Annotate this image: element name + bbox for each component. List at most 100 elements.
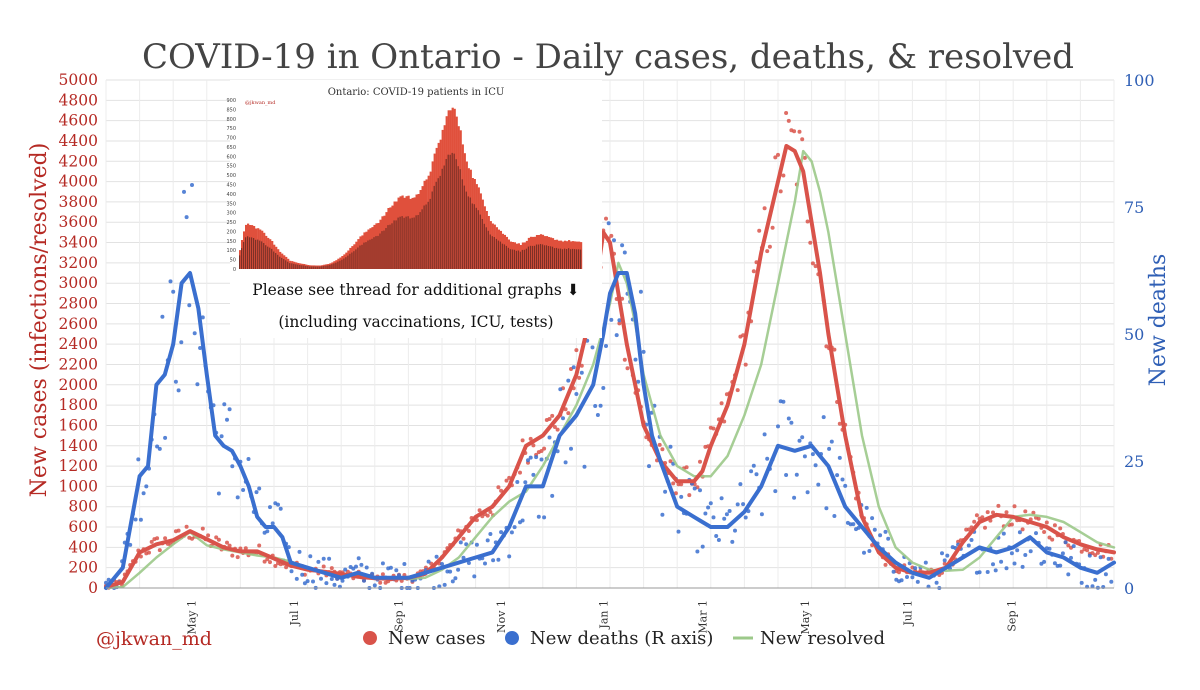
death-point [668, 444, 673, 449]
death-point [802, 454, 807, 459]
inset-bar-inner [325, 265, 327, 269]
y-tick-left: 2000 [59, 376, 98, 394]
death-point [558, 387, 563, 392]
death-point [160, 314, 165, 319]
death-point [192, 331, 197, 336]
case-point [996, 503, 1001, 508]
death-point [515, 480, 520, 484]
x-tick-label: Jul 1 [288, 600, 301, 627]
death-point [563, 460, 568, 465]
death-point [590, 345, 595, 350]
death-point [450, 579, 455, 584]
inset-bar-inner [467, 196, 469, 269]
y-tick-right: 75 [1124, 198, 1144, 217]
inset-bar-inner [413, 217, 415, 269]
y-tick-left: 2200 [59, 355, 98, 373]
inset-y-tick: 450 [226, 183, 236, 189]
inset-bar-inner [335, 262, 337, 269]
case-point [1047, 535, 1052, 540]
inset-bar-inner [329, 264, 331, 269]
case-point [206, 533, 211, 538]
death-point [797, 438, 802, 443]
case-point [200, 526, 205, 531]
case-point [617, 321, 622, 326]
inset-bar-inner [243, 242, 245, 269]
inset-bar-inner [337, 261, 339, 269]
death-point [1001, 531, 1006, 536]
death-point [579, 370, 584, 375]
case-point [542, 446, 547, 451]
inset-y-tick: 550 [226, 164, 236, 170]
death-point [851, 522, 856, 527]
y-tick-left: 4000 [59, 173, 98, 191]
scatter-new-deaths [104, 183, 1114, 590]
death-point [235, 495, 240, 500]
y-tick-left: 5000 [59, 71, 98, 89]
inset-bar-inner [507, 247, 510, 269]
inset-bar-inner [293, 263, 295, 269]
chart-title: COVID-19 in Ontario - Daily cases, death… [142, 37, 1074, 77]
death-point [472, 574, 477, 579]
death-point [257, 486, 262, 491]
death-point [899, 578, 904, 583]
death-point [617, 318, 622, 323]
case-point [985, 510, 990, 515]
death-point [329, 577, 334, 581]
x-tick-label: Sep 1 [1006, 600, 1019, 632]
death-point [759, 512, 764, 517]
line-new-cases [104, 144, 1116, 589]
case-point [574, 348, 579, 353]
inset-handle: @jkwan_md [245, 99, 276, 106]
death-point [394, 568, 399, 573]
thread-note-detail: (including vaccinations, ICU, tests) [278, 313, 553, 331]
death-point [354, 564, 358, 569]
death-point [528, 455, 533, 460]
death-point [638, 289, 643, 294]
inset-bar-inner [405, 216, 407, 269]
death-point [1028, 549, 1033, 554]
case-point [504, 478, 509, 483]
inset-bar-inner [419, 212, 421, 269]
death-point [483, 561, 487, 566]
death-point [453, 576, 458, 581]
inset-bar-inner [555, 247, 558, 269]
case-point [1020, 527, 1025, 532]
inset-bar-inner [315, 266, 317, 269]
death-point [913, 566, 918, 571]
death-point [636, 379, 641, 384]
death-point [491, 558, 496, 563]
death-point [163, 435, 168, 440]
death-point [542, 515, 547, 520]
inset-y-tick: 700 [226, 136, 236, 142]
death-point [523, 480, 528, 485]
inset-bar-inner [375, 236, 377, 269]
death-point [343, 567, 348, 572]
inset-y-tick: 900 [226, 98, 236, 104]
inset-bar-inner [305, 265, 307, 269]
death-point [388, 565, 393, 570]
case-point [1036, 516, 1041, 521]
inset-bar-inner [435, 181, 437, 269]
case-point [657, 442, 662, 447]
x-tick-label: Nov 1 [495, 600, 508, 633]
death-point [324, 581, 329, 586]
death-point [722, 516, 727, 521]
inset-bar-inner [281, 257, 283, 269]
death-point [915, 579, 920, 584]
death-point [297, 549, 302, 554]
death-point [402, 562, 407, 566]
death-point [749, 469, 754, 474]
death-point [531, 472, 536, 477]
case-point [1058, 526, 1063, 531]
death-point [1020, 564, 1025, 569]
case-point [214, 535, 219, 540]
death-point [437, 584, 442, 589]
death-point [641, 349, 646, 354]
death-point [633, 357, 638, 362]
inset-bar-inner [261, 241, 263, 269]
inset-bar-inner [245, 237, 247, 269]
inset-bar-inner [481, 219, 483, 269]
inset-y-tick: 0 [233, 267, 236, 273]
case-point [966, 527, 971, 532]
inset-bar-inner [501, 243, 504, 269]
